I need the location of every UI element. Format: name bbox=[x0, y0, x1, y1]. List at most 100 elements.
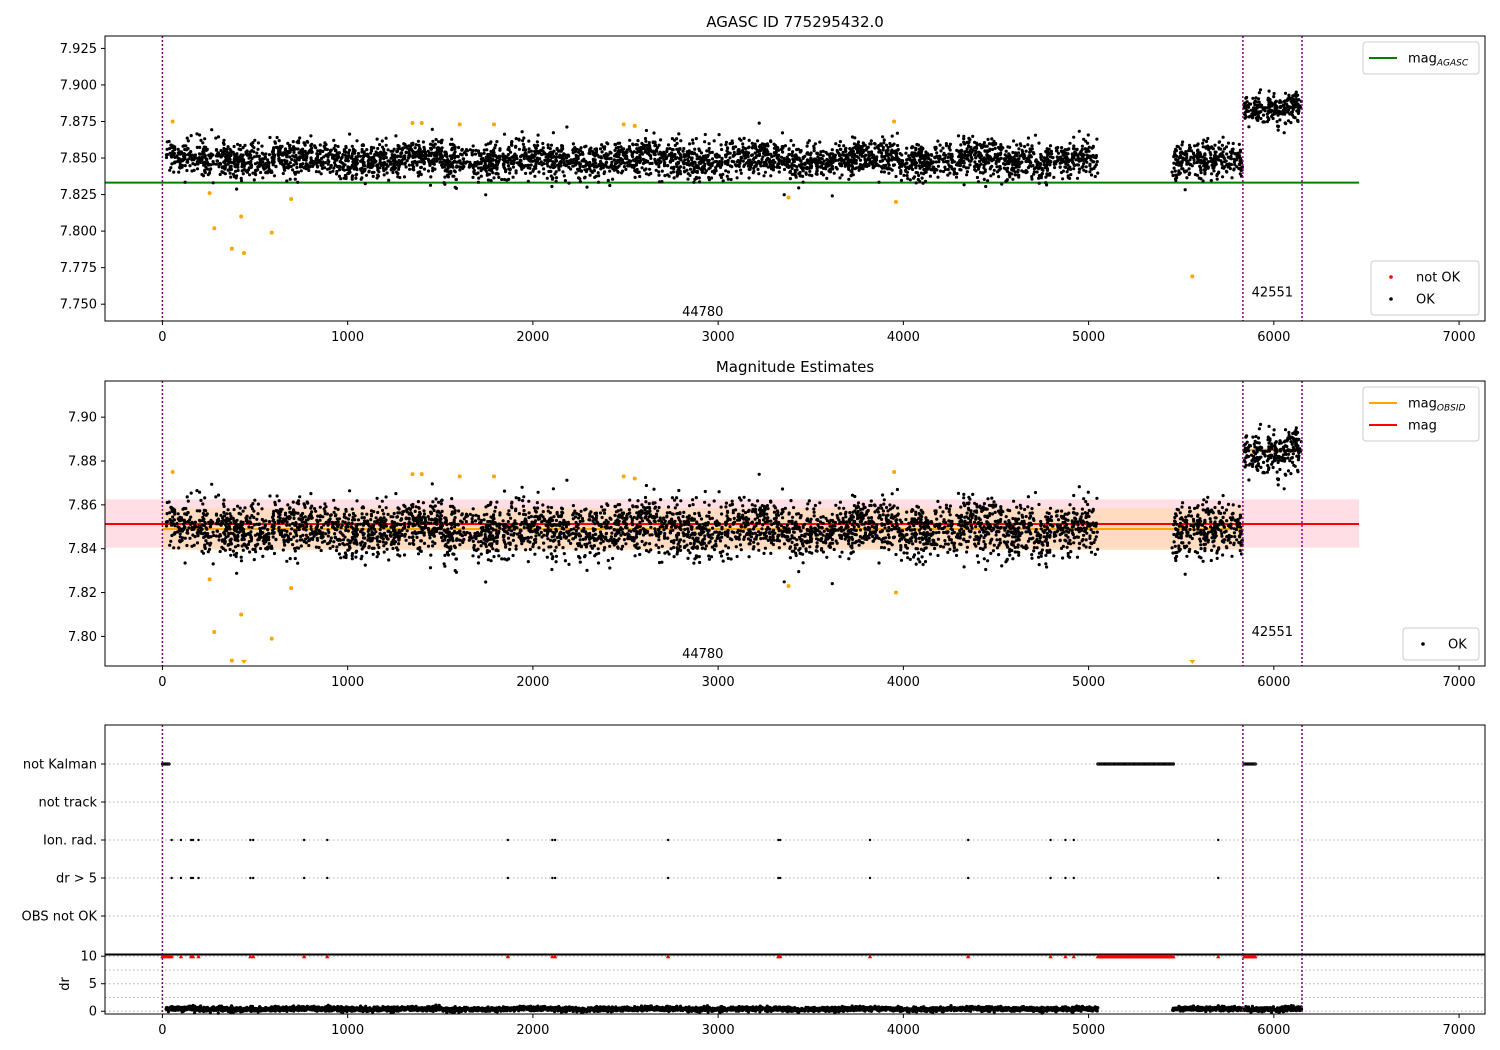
agasc-point bbox=[579, 146, 583, 150]
agasc-point bbox=[941, 146, 945, 150]
agasc-point bbox=[1011, 177, 1015, 181]
agasc-point bbox=[493, 153, 497, 157]
agasc-point bbox=[824, 167, 828, 171]
agasc-point bbox=[395, 149, 399, 154]
agasc-point bbox=[693, 147, 697, 151]
agasc-point bbox=[502, 177, 507, 182]
agasc-point bbox=[375, 176, 379, 180]
agasc-point bbox=[428, 163, 432, 167]
agasc-point bbox=[643, 136, 648, 141]
agasc-point bbox=[565, 125, 569, 129]
agasc-point bbox=[769, 174, 773, 178]
agasc-point bbox=[537, 161, 541, 166]
agasc-point bbox=[1184, 169, 1188, 173]
agasc-point bbox=[821, 149, 825, 153]
agasc-point bbox=[324, 143, 328, 147]
agasc-point bbox=[448, 142, 453, 146]
agasc-point bbox=[710, 170, 715, 174]
agasc-point bbox=[1005, 178, 1009, 182]
agasc-point bbox=[571, 151, 575, 155]
agasc-point bbox=[776, 148, 781, 152]
agasc-point bbox=[698, 156, 703, 160]
agasc-obsid-label: 42551 bbox=[1252, 286, 1293, 301]
agasc-point bbox=[812, 149, 816, 153]
agasc-point bbox=[445, 173, 450, 177]
agasc-point bbox=[589, 146, 593, 150]
agasc-point bbox=[594, 150, 599, 154]
agasc-point bbox=[253, 171, 257, 175]
agasc-point bbox=[888, 144, 893, 148]
agasc-suspect-point bbox=[229, 246, 234, 251]
agasc-suspect-point bbox=[786, 195, 791, 200]
agasc-point bbox=[293, 177, 297, 181]
agasc-point bbox=[588, 173, 592, 177]
agasc-point bbox=[1059, 157, 1063, 161]
agasc-point bbox=[912, 155, 916, 159]
agasc-point bbox=[341, 162, 345, 166]
agasc-point bbox=[442, 162, 446, 166]
agasc-point bbox=[1259, 116, 1263, 121]
agasc-point bbox=[724, 155, 728, 159]
agasc-point bbox=[657, 152, 661, 156]
agasc-point bbox=[1192, 155, 1196, 159]
agasc-point bbox=[502, 132, 507, 136]
agasc-point bbox=[522, 157, 526, 161]
agasc-suspect-point bbox=[491, 122, 496, 127]
agasc-point bbox=[742, 136, 746, 140]
agasc-point bbox=[267, 153, 272, 157]
agasc-point bbox=[946, 155, 950, 159]
agasc-point bbox=[604, 160, 609, 164]
agasc-point bbox=[269, 169, 273, 173]
agasc-point bbox=[439, 155, 443, 159]
agasc-point bbox=[245, 151, 249, 155]
agasc-point bbox=[1231, 141, 1235, 146]
agasc-point bbox=[169, 153, 173, 157]
agasc-point bbox=[241, 146, 245, 150]
agasc-point bbox=[735, 176, 739, 180]
agasc-point bbox=[865, 163, 869, 167]
agasc-point bbox=[671, 158, 675, 162]
agasc-point bbox=[452, 152, 456, 156]
agasc-point bbox=[972, 165, 977, 169]
agasc-point bbox=[616, 170, 620, 174]
agasc-point bbox=[996, 152, 1000, 156]
agasc-point bbox=[508, 168, 512, 172]
agasc-point bbox=[1195, 156, 1200, 160]
estimates-point bbox=[328, 546, 332, 550]
agasc-point bbox=[775, 145, 780, 149]
agasc-point bbox=[610, 160, 614, 164]
agasc-point bbox=[527, 150, 531, 154]
agasc-point bbox=[416, 174, 421, 178]
agasc-point bbox=[359, 167, 363, 171]
agasc-point bbox=[223, 167, 227, 171]
agasc-point bbox=[1199, 166, 1203, 170]
agasc-point bbox=[949, 155, 954, 159]
agasc-point bbox=[1171, 173, 1175, 178]
agasc-point bbox=[222, 160, 226, 164]
estimates-point bbox=[883, 523, 887, 527]
agasc-point bbox=[1203, 156, 1207, 161]
agasc-point bbox=[242, 168, 246, 172]
estimates-point bbox=[554, 560, 558, 564]
agasc-point bbox=[905, 158, 909, 162]
agasc-ytick-label: 7.850 bbox=[60, 152, 97, 167]
agasc-point bbox=[354, 155, 359, 160]
agasc-point bbox=[612, 158, 616, 162]
agasc-point bbox=[442, 165, 447, 169]
agasc-point bbox=[854, 166, 859, 170]
agasc-point bbox=[349, 166, 353, 170]
agasc-point bbox=[678, 147, 682, 151]
agasc-point bbox=[992, 168, 996, 172]
agasc-point bbox=[719, 143, 723, 147]
agasc-point bbox=[672, 176, 676, 180]
agasc-point bbox=[440, 138, 444, 142]
agasc-point bbox=[991, 172, 996, 176]
estimates-point bbox=[1019, 506, 1023, 510]
agasc-point bbox=[608, 169, 612, 173]
agasc-point bbox=[1217, 147, 1221, 151]
agasc-point bbox=[293, 155, 297, 159]
agasc-point bbox=[914, 166, 918, 170]
agasc-point bbox=[1251, 96, 1255, 100]
agasc-point bbox=[769, 140, 773, 144]
agasc-point bbox=[745, 154, 749, 158]
